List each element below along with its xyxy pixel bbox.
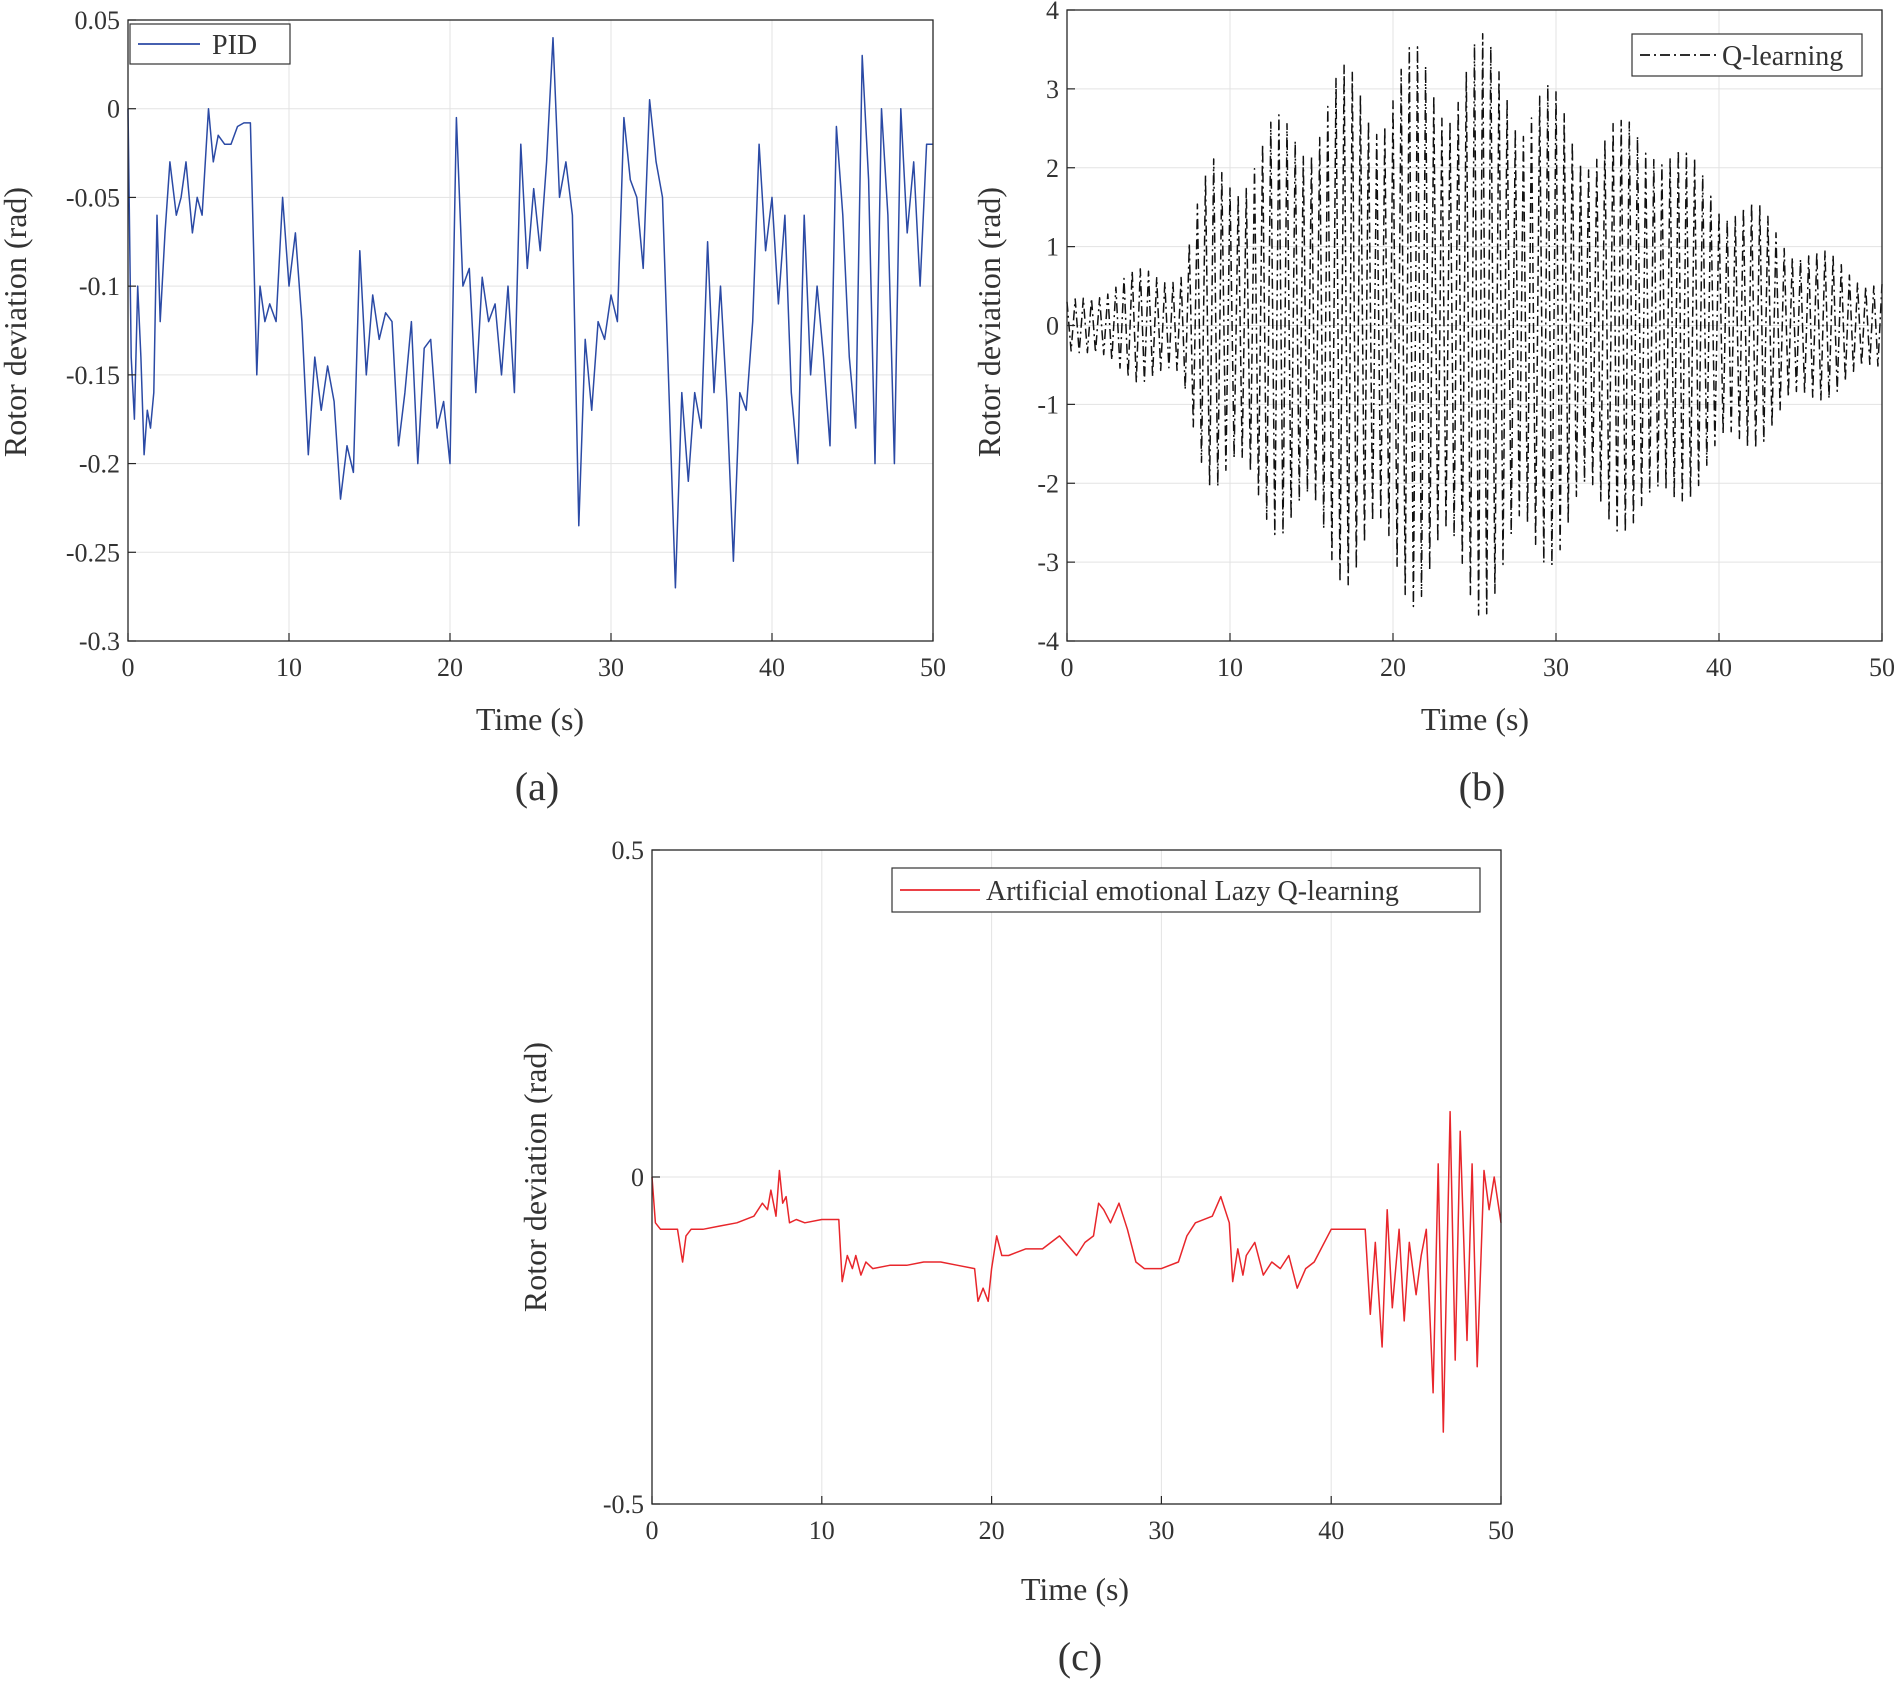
panel-c-y-tick-label: -0.5 xyxy=(603,1490,644,1519)
panel-b-x-tick-label: 10 xyxy=(1217,653,1243,682)
panel-c-x-tick-label: 0 xyxy=(646,1516,659,1545)
panel-b-qlearning: Time (s) Rotor deviation (rad) (b) 0 10 20… xyxy=(971,0,1895,809)
panel-c-legend-box xyxy=(891,867,1481,913)
panel-c-y-tick-label: 0.5 xyxy=(612,836,645,865)
panel-b-x-tick-label: 50 xyxy=(1869,653,1895,682)
panel-a-pid: Time (s) Rotor deviation (rad) (a) 0 10 20… xyxy=(0,6,946,809)
panel-b-y-tick-label: -1 xyxy=(1037,390,1059,419)
panel-b-x-tick-label: 30 xyxy=(1543,653,1569,682)
panel-c-xlabel: Time (s) xyxy=(1021,1571,1129,1607)
panel-a-axes-frame xyxy=(127,19,934,642)
panel-a-x-tick-label: 40 xyxy=(759,653,785,682)
panel-a-plot-area xyxy=(128,20,933,641)
panel-c-caption: (c) xyxy=(1058,1634,1102,1679)
panel-a-y-tick-label: -0.3 xyxy=(79,627,120,656)
panel-a-x-tick-label: 0 xyxy=(122,653,135,682)
panel-a-xlabel: Time (s) xyxy=(476,701,584,737)
panel-b-y-tick-label: -4 xyxy=(1037,627,1059,656)
panel-b-legend-label: Q-learning xyxy=(1722,41,1843,72)
panel-c-legend-label: Artificial emotional Lazy Q-learning xyxy=(986,876,1399,907)
panel-a-x-tick-label: 50 xyxy=(920,653,946,682)
panel-b-y-tick-label: 2 xyxy=(1046,154,1059,183)
panel-a-y-tick-label: -0.1 xyxy=(79,272,120,301)
panel-b-y-tick-label: 4 xyxy=(1046,0,1059,25)
panel-a-legend: PID xyxy=(129,23,291,65)
panel-c-y-tick-label: 0 xyxy=(631,1163,644,1192)
panel-a-x-tick-label: 20 xyxy=(437,653,463,682)
panel-c-series-line xyxy=(651,1110,1502,1433)
panel-a-x-tick-label: 10 xyxy=(276,653,302,682)
panel-b-y-tick-label: 1 xyxy=(1046,233,1059,262)
panel-b-y-tick-label: 3 xyxy=(1046,75,1059,104)
panel-b-y-tick-label: -2 xyxy=(1037,469,1059,498)
panel-b-caption: (b) xyxy=(1459,764,1506,809)
panel-a-ylabel: Rotor deviation (rad) xyxy=(0,187,33,457)
panel-b-xlabel: Time (s) xyxy=(1421,701,1529,737)
panel-b-y-tick-label: 0 xyxy=(1046,312,1059,341)
panel-b-x-tick-label: 40 xyxy=(1706,653,1732,682)
panel-a-y-tick-label: -0.2 xyxy=(79,450,120,479)
panel-a-y-tick-label: 0 xyxy=(107,95,120,124)
panel-c-emotional-lazy-qlearning: Time (s) Rotor deviation (rad) (c) 0 10 20… xyxy=(517,836,1514,1679)
panel-b-x-tick-label: 0 xyxy=(1061,653,1074,682)
panel-a-legend-label: PID xyxy=(212,30,257,61)
panel-a-plot: 0 10 20 30 40 50 0.05 0 -0.05 -0.1 -0.15 -0.2 -0.25 -… xyxy=(66,6,946,682)
panel-c-x-tick-label: 20 xyxy=(979,1516,1005,1545)
panel-c-x-tick-label: 30 xyxy=(1148,1516,1174,1545)
panel-c-plot: 0 10 20 30 40 500.50-0.5 xyxy=(603,836,1514,1545)
panel-a-caption: (a) xyxy=(515,764,559,809)
panel-c-x-tick-label: 40 xyxy=(1318,1516,1344,1545)
panel-b-y-tick-label: -3 xyxy=(1037,548,1059,577)
panel-c-x-tick-label: 10 xyxy=(809,1516,835,1545)
panel-a-series-line xyxy=(127,36,933,589)
panel-c-x-tick-label: 50 xyxy=(1488,1516,1514,1545)
panel-a-y-tick-label: -0.25 xyxy=(66,538,120,567)
panel-b-legend: Q-learning xyxy=(1631,33,1863,77)
panel-a-y-tick-label: -0.15 xyxy=(66,361,120,390)
panel-b-x-tick-label: 20 xyxy=(1380,653,1406,682)
panel-a-y-tick-label: 0.05 xyxy=(75,6,121,35)
panel-a-y-tick-label: -0.05 xyxy=(66,183,120,212)
panel-a-x-tick-label: 30 xyxy=(598,653,624,682)
panel-b-ylabel: Rotor deviation (rad) xyxy=(971,187,1007,457)
panel-c-ylabel: Rotor deviation (rad) xyxy=(517,1042,553,1312)
panel-b-legend-box xyxy=(1631,33,1863,77)
panel-c-legend: Artificial emotional Lazy Q-learning xyxy=(891,867,1481,913)
